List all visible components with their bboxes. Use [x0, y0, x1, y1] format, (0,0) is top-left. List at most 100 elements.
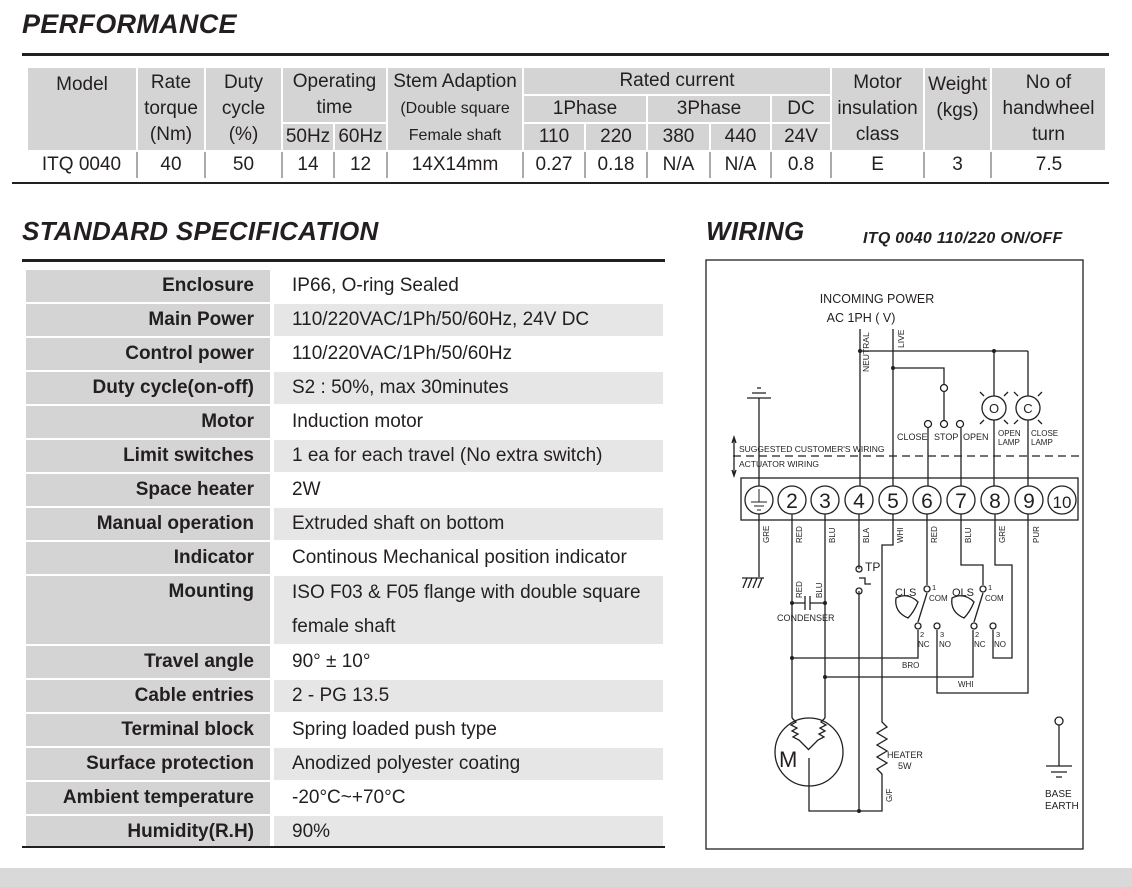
- nc-label: NC: [918, 640, 930, 649]
- header-weight: Weight (kgs): [923, 66, 993, 152]
- open-label: OPEN: [963, 432, 989, 442]
- spec-row: Terminal block Spring loaded push type: [26, 714, 663, 746]
- spec-row: Control power 110/220VAC/1Ph/50/60Hz: [26, 338, 663, 370]
- cell-110: 0.27: [522, 151, 586, 178]
- base-earth-label: EARTH: [1045, 801, 1079, 812]
- wire-color-label: RED: [795, 526, 804, 543]
- ground-icon: [751, 489, 767, 511]
- header-50hz: 50Hz: [281, 122, 335, 152]
- terminal-2: [777, 485, 807, 515]
- svg-text:2: 2: [975, 630, 979, 639]
- motor-label: M: [779, 747, 797, 772]
- spec-label: Cable entries: [26, 680, 274, 712]
- cell-weight: 3: [923, 151, 992, 178]
- spec-value: ISO F03 & F05 flange with double square …: [274, 576, 663, 644]
- terminal-number: 3: [819, 490, 831, 513]
- wiring-title: WIRING: [706, 216, 805, 246]
- cell-turns: 7.5: [990, 151, 1106, 178]
- lamp-c-letter: C: [1023, 401, 1032, 416]
- spec-row: Travel angle 90° ± 10°: [26, 646, 663, 678]
- cell-220: 0.18: [584, 151, 648, 178]
- spec-row: Surface protection Anodized polyester coa…: [26, 748, 663, 780]
- spec-label: Humidity(R.H): [26, 816, 274, 848]
- performance-title: PERFORMANCE: [22, 9, 237, 39]
- divider: [12, 182, 1109, 184]
- com-label: COM: [929, 594, 948, 603]
- header-1phase: 1Phase: [522, 94, 649, 124]
- wiring-subtitle: ITQ 0040 110/220 ON/OFF: [863, 230, 1063, 247]
- motor-icon: [774, 717, 844, 787]
- header-dc: DC: [770, 94, 833, 124]
- ols-label: OLS: [952, 587, 974, 599]
- terminal-10: [1047, 485, 1077, 515]
- header-24v: 24V: [770, 122, 833, 152]
- live-label: LIVE: [896, 329, 906, 348]
- spec-value: 2W: [292, 479, 321, 500]
- wire-color-label: GRE: [762, 526, 771, 543]
- condenser-label: CONDENSER: [777, 613, 835, 623]
- wire-color-label: PUR: [1032, 526, 1041, 543]
- cell-440: N/A: [709, 151, 772, 178]
- spec-label: Surface protection: [26, 748, 274, 780]
- wire-color-label: BLA: [862, 527, 871, 543]
- spec-label: Mounting: [26, 576, 274, 644]
- cell-insulation: E: [830, 151, 925, 178]
- spec-row: Duty cycle(on-off) S2 : 50%, max 30minute…: [26, 372, 663, 404]
- cell-duty: 50: [204, 151, 282, 178]
- bro-label: BRO: [902, 661, 919, 670]
- wire-color-label: WHI: [896, 527, 905, 543]
- spec-row: Mounting ISO F03 & F05 flange with double…: [26, 576, 663, 644]
- terminal-number: 6: [921, 490, 933, 513]
- spec-row: Limit switches 1 ea for each travel (No e…: [26, 440, 663, 472]
- spec-value: Induction motor: [292, 411, 423, 432]
- svg-text:2: 2: [920, 630, 924, 639]
- spec-value: 90° ± 10°: [292, 651, 371, 672]
- spec-table: Enclosure IP66, O-ring Sealed Main Power 11…: [26, 268, 663, 850]
- neutral-label: NEUTRAL: [861, 332, 871, 372]
- whi-label: WHI: [958, 680, 974, 689]
- switch-wires: [893, 367, 962, 486]
- header-rated-current: Rated current: [522, 66, 833, 96]
- spec-label: Control power: [26, 338, 274, 370]
- spec-row: Space heater 2W: [26, 474, 663, 506]
- spec-value: Extruded shaft on bottom: [274, 508, 663, 540]
- svg-text:3: 3: [940, 630, 944, 639]
- terminal-5: [878, 485, 908, 515]
- boundary-arrow: [731, 434, 737, 479]
- spec-title: STANDARD SPECIFICATION: [22, 216, 379, 246]
- header-380: 380: [646, 122, 712, 152]
- lamp-o-letter: O: [989, 401, 999, 416]
- spec-label: Limit switches: [26, 440, 274, 472]
- wire-color-label: BLU: [828, 527, 837, 543]
- terminal-8: [980, 485, 1010, 515]
- stop-label: STOP: [934, 432, 958, 442]
- header-duty-cycle: Duty cycle (%): [204, 66, 283, 152]
- spec-label: Enclosure: [26, 270, 274, 302]
- spec-value: Anodized polyester coating: [274, 748, 663, 780]
- gf-label: G/F: [885, 789, 894, 802]
- spec-label: Main Power: [26, 304, 274, 336]
- incoming-power-label: INCOMING POWER: [820, 292, 935, 306]
- spec-row: Motor Induction motor: [26, 406, 663, 438]
- spec-row: Manual operation Extruded shaft on bottom: [26, 508, 663, 540]
- close-label: CLOSE: [897, 432, 928, 442]
- wire-color-label: GRE: [998, 526, 1007, 543]
- terminal-number: 9: [1023, 490, 1035, 513]
- close-lamp-icon: [1015, 395, 1041, 421]
- tp-label: TP: [865, 560, 880, 574]
- cell-50hz: 14: [281, 151, 334, 178]
- spec-label: Space heater: [26, 474, 274, 506]
- table-row: ITQ 0040 40 50 14 12 14X14mm 0.27 0.18 N…: [27, 151, 1106, 178]
- spec-value: -20°C~+70°C: [292, 787, 406, 808]
- cap-red-label: RED: [795, 581, 804, 598]
- cell-torque: 40: [136, 151, 205, 178]
- terminal-number: 7: [955, 490, 967, 513]
- divider: [22, 259, 665, 262]
- open-lamp-label: OPEN: [998, 429, 1021, 438]
- power-wires: [859, 329, 1029, 486]
- cap-blu-label: BLU: [815, 582, 824, 598]
- cell-model: ITQ 0040: [27, 151, 137, 178]
- spec-value: Spring loaded push type: [292, 719, 497, 740]
- terminal-number: 10: [1053, 493, 1072, 512]
- spec-row: Indicator Continous Mechanical position i…: [26, 542, 663, 574]
